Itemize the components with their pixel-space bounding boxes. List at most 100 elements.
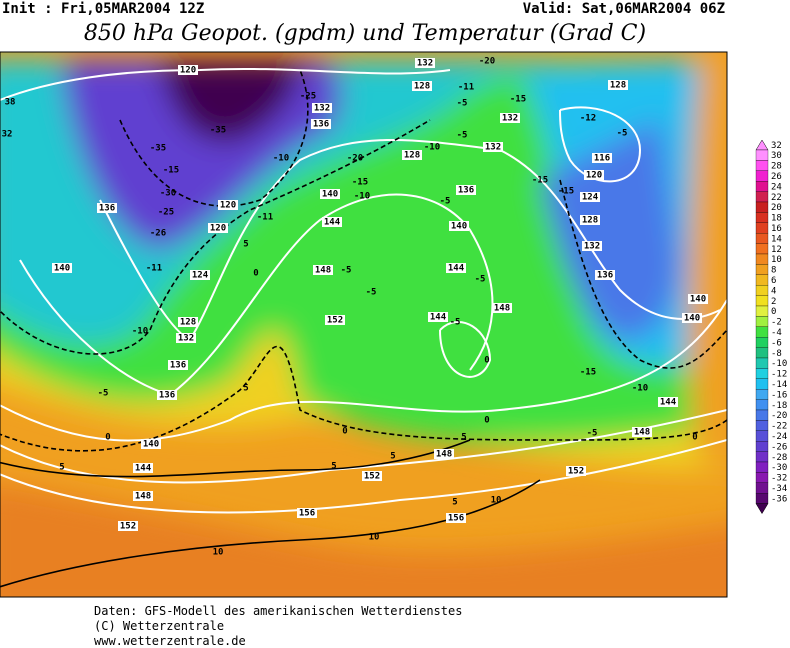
colorbar-label: -20 [771,411,787,421]
colorbar-top-arrow [755,139,769,151]
contour-label: 120 [210,224,226,234]
contour-label: -26 [150,229,166,239]
contour-label-bg [176,333,196,343]
colorbar-label: -24 [771,432,787,442]
colorbar-band [755,357,769,369]
contour-label: 136 [170,361,186,371]
colorbar-band [755,451,769,463]
contour-label: 10 [491,496,502,506]
contour-label: -15 [510,95,526,105]
contour-label: 132 [178,334,194,344]
contour-label: 5 [461,433,466,443]
colorbar-band [755,316,769,327]
contour-label: 148 [634,428,650,438]
contour-label: 144 [660,398,677,408]
contour-label: 128 [404,151,420,161]
colorbar-label: -28 [771,453,787,463]
colorbar-band [755,233,769,244]
contour-label: 156 [299,509,315,519]
contour-label-bg [483,142,503,152]
contour-label: 132 [584,242,600,252]
footer-source: Daten: GFS-Modell des amerikanischen Wet… [94,604,462,618]
colorbar-band [755,430,769,442]
contour-label: -5 [98,389,109,399]
contour-label: -10 [273,154,289,164]
contour-label: -15 [163,166,179,176]
colorbar-bottom-arrow [755,503,769,515]
contour-label: 144 [430,313,447,323]
contour-label-bg [428,312,448,322]
contour-labels: 120 132 -20 128 -11 -5 -15 128 132 -12 -5 116 120 -15… [2,57,708,558]
contour-label: 128 [414,82,430,92]
contour-label: 132 [485,143,501,153]
contour-label: 32 [2,130,13,140]
contour-label-bg [157,390,177,400]
colorbar: 32302826242220181614121086420-2-4-6-8-10… [755,139,787,515]
contour-label-bg [566,466,586,476]
colorbar-label: -2 [771,318,782,328]
colorbar-band [755,399,769,411]
contour-label: -35 [150,144,166,154]
colorbar-label: 2 [771,297,776,307]
contour-label-bg [313,265,333,275]
map-title: 850 hPa Geopot. (gpdm) und Temperatur (G… [84,21,646,46]
colorbar-label: -22 [771,422,787,432]
contour-label: -25 [158,208,174,218]
contour-label: -5 [475,275,486,285]
contour-label: 120 [586,171,602,181]
contour-label: -15 [352,178,368,188]
colorbar-band [755,461,769,473]
colorbar-band [755,420,769,431]
contour-label: -5 [617,129,628,139]
contour-label: -10 [632,384,648,394]
contour-label-bg [178,317,198,327]
colorbar-label: 24 [771,182,782,192]
temperature-field [0,60,727,597]
contour-label: 0 [253,269,258,279]
colorbar-band [755,253,769,265]
contour-label-bg [118,521,138,531]
colorbar-label: -12 [771,370,787,380]
contour-label: 0 [342,427,347,437]
contour-label: -30 [160,189,176,199]
contour-label-bg [218,200,238,210]
contour-label-bg [402,150,422,160]
contour-label: -5 [341,266,352,276]
contour-label: 120 [220,201,236,211]
valid-time: Valid: Sat,06MAR2004 06Z [523,1,725,17]
colorbar-label: -4 [771,328,782,338]
colorbar-label: -8 [771,349,782,359]
contour-label: -10 [354,192,370,202]
colorbar-label: -26 [771,442,787,452]
contour-label: 140 [684,314,700,324]
contour-label-bg [449,221,469,231]
contour-label: 0 [692,433,697,443]
contour-label-bg [434,449,454,459]
contour-label: -5 [450,318,461,328]
contour-label: 5 [331,462,336,472]
contour-label-bg [133,463,153,473]
init-time: Init : Fri,05MAR2004 12Z [2,1,204,17]
contour-label: -25 [300,92,316,102]
contour-label-bg [456,185,476,195]
contour-label: 152 [327,316,343,326]
colorbar-band [755,441,769,452]
contour-label-bg [592,153,612,163]
contour-label: 140 [322,190,338,200]
contour-label: -15 [558,187,574,197]
colorbar-band [755,191,769,203]
colorbar-label: 6 [771,276,776,286]
contour-label-bg [584,170,604,180]
colorbar-label: 12 [771,245,782,255]
contour-label-bg [97,203,117,213]
contour-label: 148 [494,304,510,314]
colorbar-band [755,285,769,296]
contour-label: 144 [448,264,465,274]
colorbar-label: 22 [771,193,782,203]
contour-label-bg [133,491,153,501]
colorbar-band [755,160,769,171]
colorbar-band [755,201,769,213]
contour-label: 132 [314,104,330,114]
contour-label-bg [208,223,228,233]
